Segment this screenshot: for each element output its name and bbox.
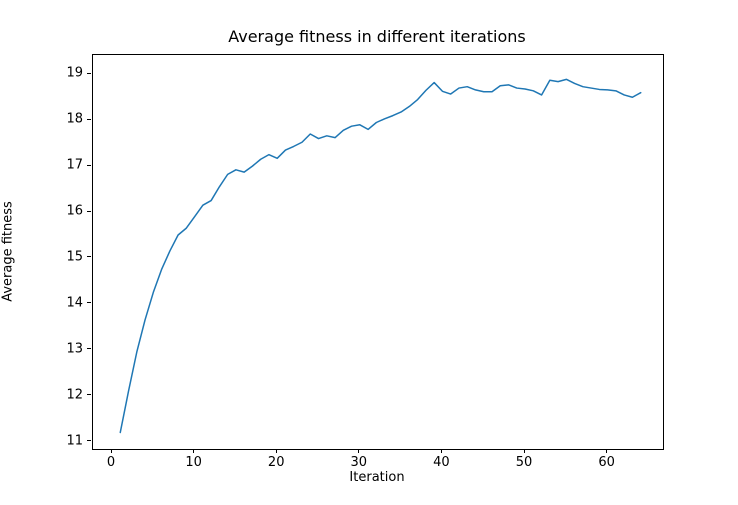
- plot-area: [92, 54, 664, 450]
- x-tick-label: 30: [350, 455, 368, 470]
- x-tick-label: 40: [433, 455, 450, 470]
- y-tick-mark: [87, 394, 91, 396]
- x-axis-label: Iteration: [349, 470, 405, 485]
- y-tick-mark: [87, 256, 91, 258]
- x-tick-mark: [440, 449, 442, 453]
- y-tick-label: 19: [66, 65, 83, 81]
- x-tick-label: 50: [515, 455, 533, 470]
- y-tick-label: 14: [66, 295, 83, 311]
- y-tick-mark: [87, 164, 91, 166]
- y-tick-mark: [87, 440, 91, 442]
- x-tick-label: 20: [267, 455, 285, 470]
- y-tick-mark: [87, 348, 91, 350]
- x-tick-mark: [110, 449, 112, 453]
- y-tick-label: 11: [66, 433, 83, 449]
- x-tick-label: 10: [185, 455, 202, 470]
- line-chart-canvas: [119, 78, 642, 434]
- y-tick-label: 16: [66, 203, 83, 219]
- x-tick-mark: [606, 449, 608, 453]
- y-tick-mark: [87, 210, 91, 212]
- x-tick-mark: [523, 449, 525, 453]
- y-tick-mark: [87, 72, 91, 74]
- y-tick-label: 18: [66, 111, 83, 127]
- x-tick-mark: [193, 449, 195, 453]
- y-axis-label: Average fitness: [0, 201, 16, 302]
- x-tick-mark: [275, 449, 277, 453]
- average-fitness-line: [119, 78, 642, 434]
- x-tick-label: 0: [106, 455, 116, 470]
- y-tick-mark: [87, 118, 91, 120]
- y-tick-label: 12: [66, 387, 83, 403]
- x-tick-label: 60: [598, 455, 615, 470]
- y-tick-label: 15: [66, 249, 83, 265]
- y-tick-label: 17: [66, 157, 83, 173]
- x-tick-mark: [358, 449, 360, 453]
- y-tick-label: 13: [66, 341, 83, 357]
- chart-title: Average fitness in different iterations: [228, 27, 526, 46]
- y-tick-mark: [87, 302, 91, 304]
